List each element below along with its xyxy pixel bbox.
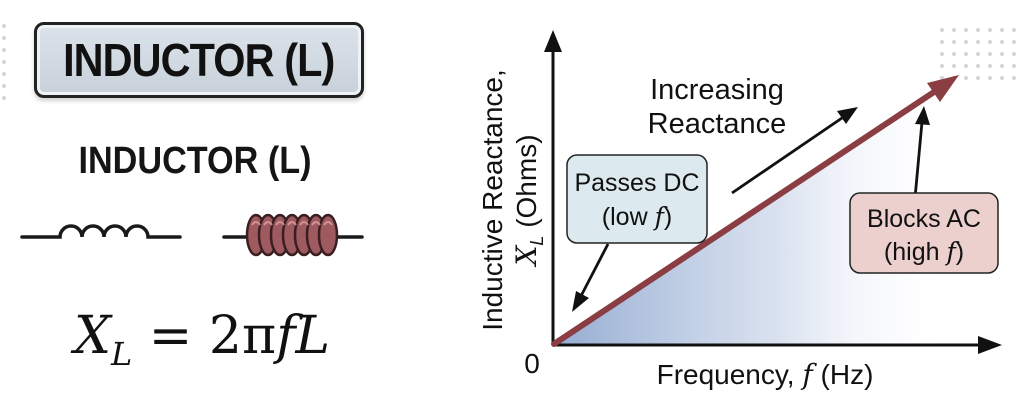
formula-coefficient: 2π	[208, 306, 277, 366]
dc-callout-line2: (low f)	[602, 202, 672, 231]
trend-label-line2: Reactance	[648, 108, 787, 140]
reactance-line	[551, 75, 959, 347]
reactance-formula: XL = 2πfL	[74, 306, 330, 373]
ac-pointer-arrow	[913, 106, 930, 199]
x-axis	[553, 336, 1002, 354]
inductor-coil-illustration	[222, 213, 364, 257]
dc-callout: Passes DC (low f)	[566, 154, 708, 244]
y-axis-label: Inductive Reactance, XL (Ohms)	[477, 69, 547, 331]
title-text: INDUCTOR (L)	[63, 34, 335, 86]
y-axis-label-line2: XL (Ohms)	[510, 134, 547, 267]
x-axis-label-suffix: (Hz)	[813, 359, 874, 390]
y-axis	[544, 30, 562, 345]
ac-callout-line1: Blocks AC	[867, 205, 981, 233]
formula-l-subscript: L	[111, 335, 133, 373]
ac-callout-suffix: )	[956, 238, 964, 266]
inductor-subtitle: INDUCTOR (L)	[78, 140, 312, 182]
y-axis-label-suffix: (Ohms)	[511, 134, 542, 235]
trend-arrow	[731, 107, 858, 195]
origin-label: 0	[524, 348, 540, 379]
reactance-graph: Increasing Reactance Passes DC (low f) B…	[477, 30, 1002, 391]
x-axis-label: Frequency, f (Hz)	[657, 358, 874, 391]
inductor-symbols	[20, 213, 364, 257]
formula-f-variable: f	[276, 306, 296, 366]
x-axis-label-prefix: Frequency,	[657, 359, 803, 390]
y-axis-label-l-subscript: L	[527, 236, 547, 246]
decorative-dots-left	[2, 24, 6, 100]
ac-callout-prefix: (high	[884, 238, 947, 266]
inductor-schematic-symbol	[20, 224, 182, 239]
title-badge: INDUCTOR (L)	[34, 22, 364, 98]
ac-callout-f-symbol: f	[944, 237, 959, 266]
dc-callout-prefix: (low	[602, 203, 655, 231]
dc-callout-f-symbol: f	[653, 202, 668, 231]
ac-callout-line2: (high f)	[884, 237, 964, 266]
ac-callout: Blocks AC (high f)	[849, 192, 999, 274]
dc-callout-line1: Passes DC	[574, 169, 699, 197]
formula-equals: =	[132, 306, 209, 366]
dc-pointer-arrow	[572, 243, 610, 312]
formula-x-symbol: X	[74, 306, 112, 366]
y-axis-label-line1: Inductive Reactance,	[477, 69, 508, 331]
formula-l-variable: L	[295, 306, 330, 366]
dc-callout-suffix: )	[664, 203, 672, 231]
y-axis-label-x-symbol: X	[510, 245, 543, 268]
trend-label-line1: Increasing	[650, 74, 784, 106]
